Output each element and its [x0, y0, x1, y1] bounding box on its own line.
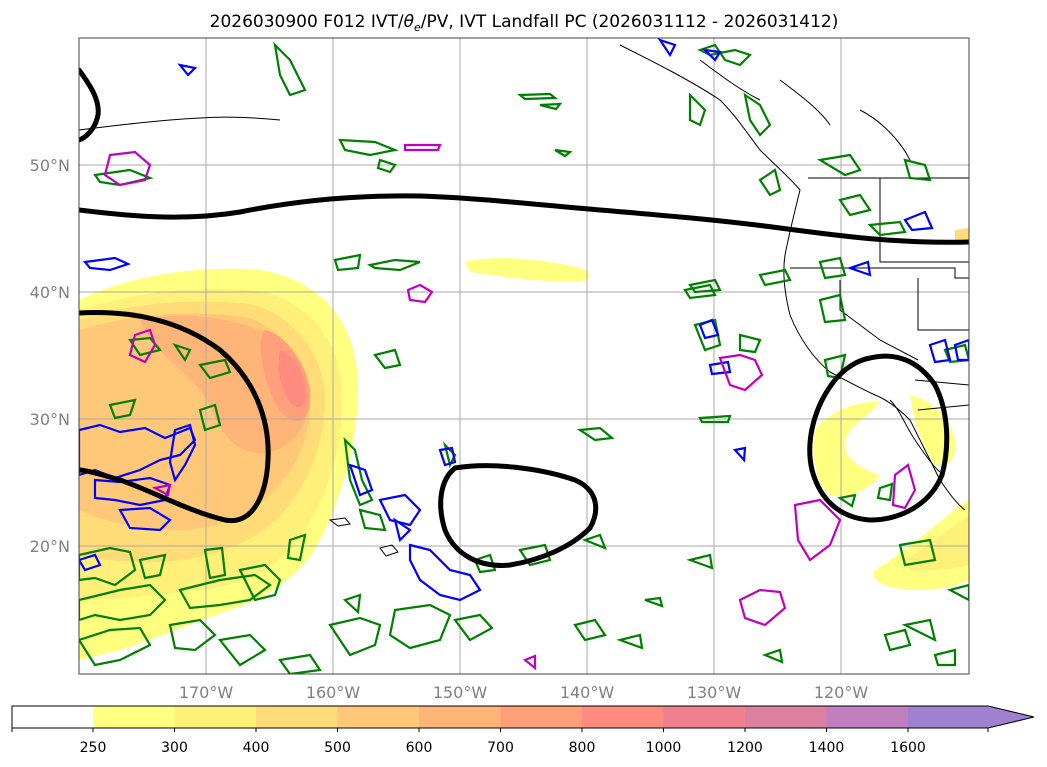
colorbar-swatch: [663, 706, 745, 728]
pv-magenta-contours: [103, 143, 917, 671]
lon-label: 160°W: [306, 683, 361, 702]
coastlines: [79, 44, 969, 557]
colorbar: 250 300 400 500 600 700 800 1000 1200 14…: [11, 705, 1035, 756]
lat-label: 50°N: [30, 156, 70, 175]
lat-label: 40°N: [30, 283, 70, 302]
colorbar-tick-label: 800: [569, 740, 596, 756]
lon-label: 120°W: [814, 683, 869, 702]
colorbar-tick-label: 700: [487, 740, 514, 756]
ivt-shading: [79, 228, 969, 660]
colorbar-tick-label: 1600: [890, 740, 926, 756]
colorbar-tick-label: 500: [324, 740, 351, 756]
map-frame: [78, 37, 970, 675]
colorbar-swatch: [174, 706, 256, 728]
colorbar-swatch: [337, 706, 419, 728]
colorbar-tick-label: 1400: [809, 740, 845, 756]
graticule: [79, 38, 969, 674]
lon-label: 130°W: [687, 683, 742, 702]
colorbar-tick-labels: 250 300 400 500 600 700 800 1000 1200 14…: [80, 740, 926, 756]
map-panel: [78, 37, 970, 675]
colorbar-tick-label: 250: [80, 740, 107, 756]
latitude-labels: 50°N 40°N 30°N 20°N: [30, 156, 70, 556]
colorbar-swatch: [826, 706, 908, 728]
colorbar-outline: [11, 705, 1035, 729]
colorbar-swatch: [500, 706, 582, 728]
colorbar-swatch: [256, 706, 338, 728]
longitude-labels: 170°W 160°W 150°W 140°W 130°W 120°W: [179, 683, 869, 702]
lon-label: 150°W: [433, 683, 488, 702]
colorbar-swatch: [745, 706, 827, 728]
lon-label: 140°W: [560, 683, 615, 702]
colorbar-swatch: [93, 706, 175, 728]
colorbar-tick-label: 1000: [646, 740, 682, 756]
colorbar-tick-label: 600: [406, 740, 433, 756]
lat-label: 20°N: [30, 537, 70, 556]
colorbar-tick-label: 300: [161, 740, 188, 756]
figure-title: 2026030900 F012 IVT/θe/PV, IVT Landfall …: [210, 12, 839, 34]
colorbar-swatch: [12, 706, 93, 728]
colorbar-extend-arrow: [908, 706, 1034, 728]
pc-contours: [79, 67, 969, 568]
colorbar-ticks: [11, 728, 989, 732]
colorbar-swatch: [582, 706, 664, 728]
lat-label: 30°N: [30, 410, 70, 429]
colorbar-tick-label: 400: [243, 740, 270, 756]
pv-contours: [79, 38, 969, 602]
colorbar-tick-label: 1200: [727, 740, 763, 756]
colorbar-swatch: [419, 706, 501, 728]
lon-label: 170°W: [179, 683, 234, 702]
